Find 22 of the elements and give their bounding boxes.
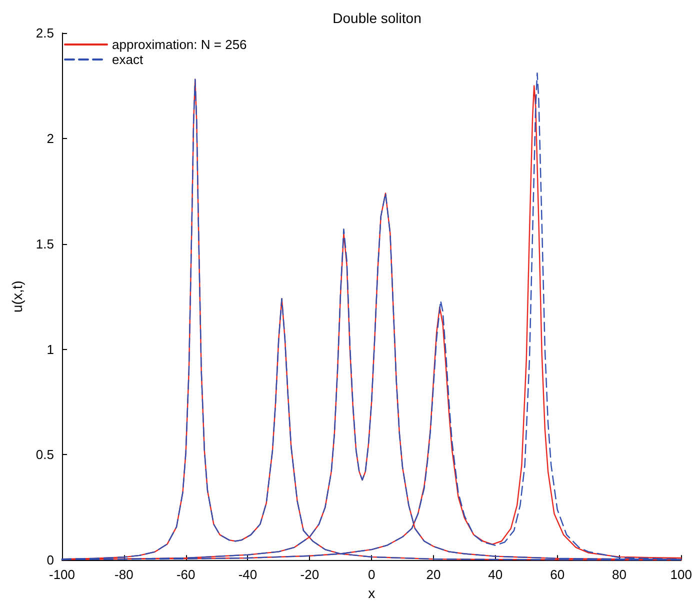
x-tick-label: -40 xyxy=(238,567,258,582)
y-tick-label: 1.5 xyxy=(36,236,54,252)
legend-label: approximation: N = 256 xyxy=(112,37,247,52)
y-axis-title: u(x,t) xyxy=(9,280,25,312)
y-tick-label: 1 xyxy=(46,342,54,357)
y-tick-label: 2 xyxy=(46,130,54,146)
x-tick-label: 60 xyxy=(550,567,565,582)
x-tick-label: -20 xyxy=(300,567,320,582)
x-axis-title: x xyxy=(368,585,376,601)
y-tick-label: 2.5 xyxy=(36,26,54,40)
legend-label: exact xyxy=(112,52,144,67)
chart-title: Double soliton xyxy=(332,10,422,26)
x-tick-label: 20 xyxy=(426,567,441,582)
x-tick-label: 100 xyxy=(670,567,692,582)
x-tick-label: -80 xyxy=(114,567,134,582)
x-tick-label: -60 xyxy=(176,567,196,582)
y-tick-label: 0.5 xyxy=(36,447,54,462)
y-tick-label: 0 xyxy=(46,552,54,568)
x-tick-label: 80 xyxy=(612,567,626,582)
x-tick-label: 0 xyxy=(368,567,376,582)
x-tick-label: 40 xyxy=(488,567,503,582)
x-tick-label: -100 xyxy=(48,567,76,582)
